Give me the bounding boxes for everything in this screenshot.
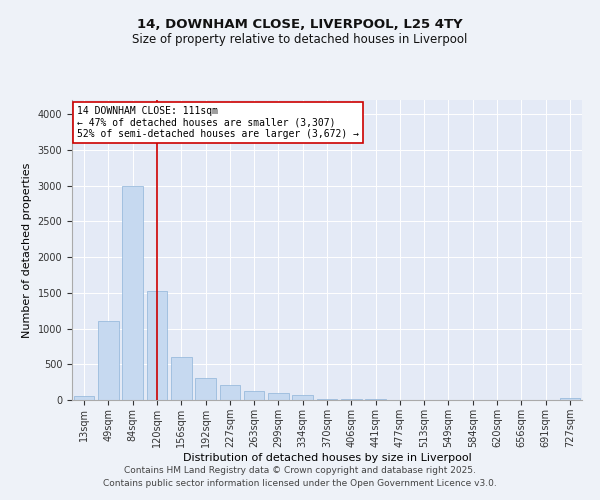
Bar	[146, 290, 167, 400]
Bar	[268, 393, 289, 400]
Text: Contains HM Land Registry data © Crown copyright and database right 2025.
Contai: Contains HM Land Registry data © Crown c…	[103, 466, 497, 487]
Text: 14, DOWNHAM CLOSE, LIVERPOOL, L25 4TY: 14, DOWNHAM CLOSE, LIVERPOOL, L25 4TY	[137, 18, 463, 30]
Bar	[341, 399, 362, 400]
Bar	[171, 357, 191, 400]
Y-axis label: Number of detached properties: Number of detached properties	[22, 162, 32, 338]
Bar	[74, 396, 94, 400]
Bar	[244, 390, 265, 400]
Bar	[122, 186, 143, 400]
Bar	[98, 322, 119, 400]
X-axis label: Distribution of detached houses by size in Liverpool: Distribution of detached houses by size …	[182, 452, 472, 462]
Bar	[292, 396, 313, 400]
Bar	[195, 378, 216, 400]
Text: 14 DOWNHAM CLOSE: 111sqm
← 47% of detached houses are smaller (3,307)
52% of sem: 14 DOWNHAM CLOSE: 111sqm ← 47% of detach…	[77, 106, 359, 139]
Bar	[220, 385, 240, 400]
Bar	[560, 398, 580, 400]
Text: Size of property relative to detached houses in Liverpool: Size of property relative to detached ho…	[133, 32, 467, 46]
Bar	[317, 398, 337, 400]
